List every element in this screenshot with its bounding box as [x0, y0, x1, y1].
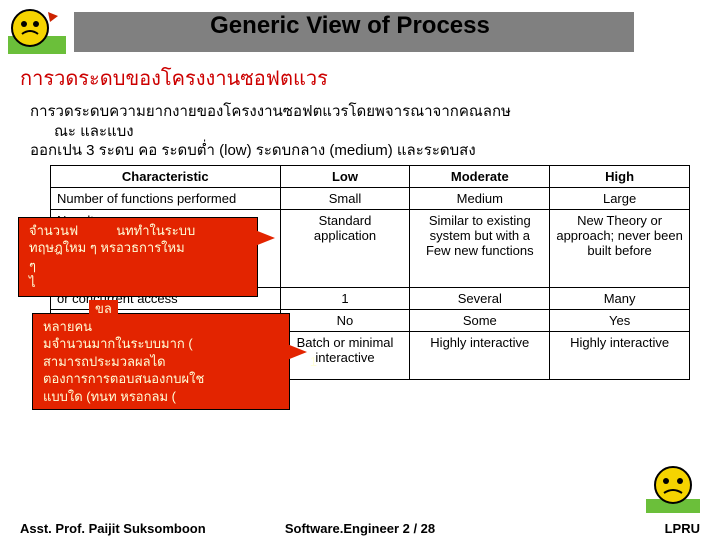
table-header: High — [550, 165, 690, 187]
table-header: Low — [280, 165, 410, 187]
footer-org: LPRU — [665, 521, 700, 536]
slide-logo-bottom — [646, 463, 700, 518]
footer-author: Asst. Prof. Paijit Suksomboon — [20, 521, 206, 536]
table-row: Number of functions performed Small Medi… — [51, 187, 690, 209]
table-header: Characteristic — [51, 165, 281, 187]
callout-box-2: ขล หลายคน มจำนวนมากในระบบมาก ( สามารถประ… — [32, 313, 290, 411]
slide-logo-top — [8, 6, 66, 59]
slide-title: Generic View of Process — [70, 8, 630, 44]
table-header: Moderate — [410, 165, 550, 187]
section-heading: การวดระดบของโครงงานซอฟตแวร — [20, 62, 700, 94]
body-text: การวดระดบความยากงายของโครงงานซอฟตแวรโดยพ… — [30, 102, 700, 161]
slide-footer: Asst. Prof. Paijit Suksomboon Software.E… — [0, 521, 720, 536]
callout-box-1: จำนวนฟนททำในระบบ ทฤษฎใหม ๆ หรอวธการใหม ๆ… — [18, 217, 258, 297]
footer-page: Software.Engineer 2 / 28 — [285, 521, 435, 536]
